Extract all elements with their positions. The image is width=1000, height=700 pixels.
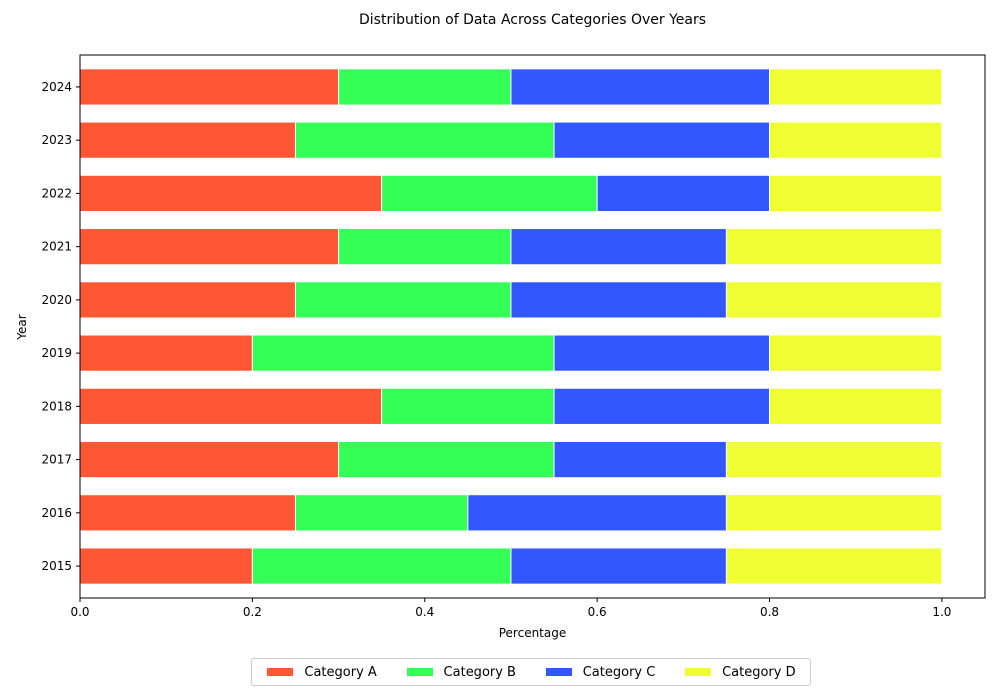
x-axis: 0.0 0.2 0.4 0.6 0.8 1.0: [70, 598, 951, 619]
bar-segment-2021-category-b: [338, 228, 512, 266]
legend-item-category-d: Category D: [684, 665, 796, 680]
x-tick-label: 0.8: [760, 605, 779, 619]
bar-segment-2020-category-a: [79, 281, 296, 319]
bar-segment-2022-category-d: [769, 174, 943, 213]
legend-swatch: [544, 667, 573, 677]
legend-label: Category C: [582, 664, 656, 680]
bar-segment-2015-category-d: [725, 547, 943, 585]
bar-segment-2018-category-c: [553, 387, 771, 425]
legend-swatch: [405, 667, 434, 677]
y-axis: 2015 2016 2017 2018 2019 2020 2021 2022 2023 2024: [41, 80, 80, 573]
y-tick-label: 2022: [41, 186, 72, 200]
bar-segment-2021-category-c: [510, 228, 727, 266]
bar-segment-2023-category-c: [553, 121, 771, 159]
y-tick-label: 2019: [41, 346, 72, 360]
bar-segment-2017-category-b: [338, 440, 555, 479]
plot-area-frame: [79, 54, 986, 599]
bar-segment-2017-category-a: [79, 440, 340, 479]
bar-segment-2021-category-d: [725, 228, 943, 266]
bar-segment-2024-category-c: [510, 68, 771, 106]
bar-segment-2015-category-a: [79, 547, 253, 585]
bar-segment-2016-category-d: [725, 494, 943, 532]
y-tick-label: 2020: [41, 293, 72, 307]
y-axis-label: Year: [15, 314, 29, 340]
bar-segment-2015-category-c: [510, 547, 727, 585]
legend-label: Category A: [304, 664, 377, 680]
bar-segment-2020-category-c: [510, 281, 727, 319]
legend-item-category-c: Category C: [544, 664, 656, 680]
bar-segment-2024-category-b: [338, 68, 512, 106]
bars-layer: [79, 68, 943, 585]
bar-segment-2022-category-a: [79, 174, 383, 213]
x-tick-label: 1.0: [932, 605, 951, 619]
legend-label: Category B: [443, 664, 516, 680]
bar-segment-2023-category-a: [79, 121, 296, 159]
x-tick-label: 0.6: [588, 605, 607, 619]
bar-segment-2016-category-a: [79, 494, 296, 532]
bar-segment-2019-category-c: [553, 334, 771, 372]
legend-item-category-a: Category A: [266, 664, 377, 680]
y-tick-label: 2016: [41, 506, 72, 520]
bar-segment-2019-category-d: [769, 334, 943, 372]
bar-segment-2022-category-b: [381, 174, 598, 213]
x-tick-label: 0.0: [70, 605, 89, 619]
bar-segment-2020-category-d: [725, 281, 943, 319]
bar-segment-2018-category-d: [769, 387, 943, 425]
bar-segment-2019-category-a: [79, 334, 253, 372]
bar-segment-2024-category-a: [79, 68, 340, 106]
bar-segment-2019-category-b: [251, 334, 555, 372]
bar-segment-2017-category-d: [725, 440, 943, 479]
x-tick-label: 0.2: [243, 605, 262, 619]
bar-segment-2022-category-c: [596, 174, 771, 213]
chart-title: Distribution of Data Across Categories O…: [359, 12, 706, 28]
legend-item-category-b: Category B: [405, 664, 516, 680]
legend-swatch: [684, 667, 713, 677]
legend: Category A Category B Category C Categor…: [251, 658, 811, 686]
legend-swatch: [266, 667, 295, 677]
bar-segment-2018-category-b: [381, 387, 555, 425]
bar-segment-2023-category-b: [294, 121, 555, 159]
legend-label: Category D: [722, 664, 796, 680]
bar-segment-2016-category-b: [294, 494, 469, 532]
bar-segment-2016-category-c: [467, 494, 727, 532]
y-tick-label: 2015: [41, 559, 72, 573]
y-tick-label: 2017: [41, 453, 72, 467]
x-tick-label: 0.4: [415, 605, 434, 619]
x-axis-label: Percentage: [498, 626, 567, 640]
y-tick-label: 2024: [41, 80, 72, 94]
bar-segment-2017-category-c: [553, 440, 727, 479]
y-tick-label: 2021: [41, 240, 72, 254]
y-tick-label: 2023: [41, 133, 72, 147]
bar-segment-2020-category-b: [294, 281, 512, 319]
bar-segment-2021-category-a: [79, 228, 340, 266]
bar-segment-2024-category-d: [769, 68, 943, 106]
bar-segment-2018-category-a: [79, 387, 383, 425]
y-tick-label: 2018: [41, 399, 72, 413]
bar-segment-2023-category-d: [769, 121, 943, 159]
bar-segment-2015-category-b: [251, 547, 512, 585]
